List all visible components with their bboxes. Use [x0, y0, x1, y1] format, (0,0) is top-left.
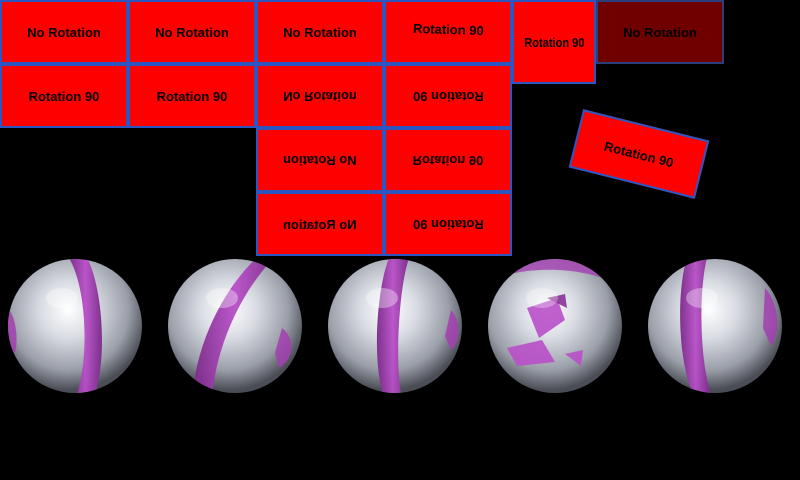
tile-r1c2: No Rotation [128, 0, 256, 64]
tile-r1c1: No Rotation [0, 0, 128, 64]
tile-label: No Rotation [283, 216, 357, 232]
tile-label: No Rotation [283, 88, 357, 104]
tile-label: No Rotation [283, 24, 357, 40]
tile-label: No Rotation [623, 24, 697, 40]
tile-r1c5: Rotation 90 [512, 0, 596, 84]
tile-label: Rotation 90 [412, 216, 484, 232]
tile-r1c4: Rotation 90 [384, 0, 512, 64]
tile-label: Rotation 90 [28, 88, 100, 104]
tile-label: No Rotation [283, 152, 357, 168]
tile-r3c4: Rotation 90 [384, 128, 512, 192]
tile-r2c4: Rotation 90 [384, 64, 512, 128]
tile-r2c3: No Rotation [256, 64, 384, 128]
tile-tilted: Rotation 90 [568, 109, 710, 199]
tile-label: No Rotation [27, 24, 101, 40]
tile-label: Rotation 90 [523, 34, 585, 50]
tile-label: Rotation 90 [412, 152, 484, 168]
textured-sphere-icon [328, 259, 462, 393]
textured-sphere-icon [488, 259, 622, 393]
tile-r4c4: Rotation 90 [384, 192, 512, 256]
tile-r2c1: Rotation 90 [0, 64, 128, 128]
tile-label: Rotation 90 [412, 88, 484, 104]
tile-r1c3: No Rotation [256, 0, 384, 64]
tile-label: Rotation 90 [602, 138, 676, 170]
tile-r2c2: Rotation 90 [128, 64, 256, 128]
textured-sphere-icon [8, 259, 142, 393]
textured-sphere-icon [648, 259, 782, 393]
tile-r3c3: No Rotation [256, 128, 384, 192]
tile-r4c3: No Rotation [256, 192, 384, 256]
tile-label: Rotation 90 [156, 88, 228, 104]
textured-sphere-icon [168, 259, 302, 393]
tile-label: No Rotation [155, 24, 229, 40]
tile-r1c6: No Rotation [596, 0, 724, 64]
tile-label: Rotation 90 [412, 20, 484, 38]
